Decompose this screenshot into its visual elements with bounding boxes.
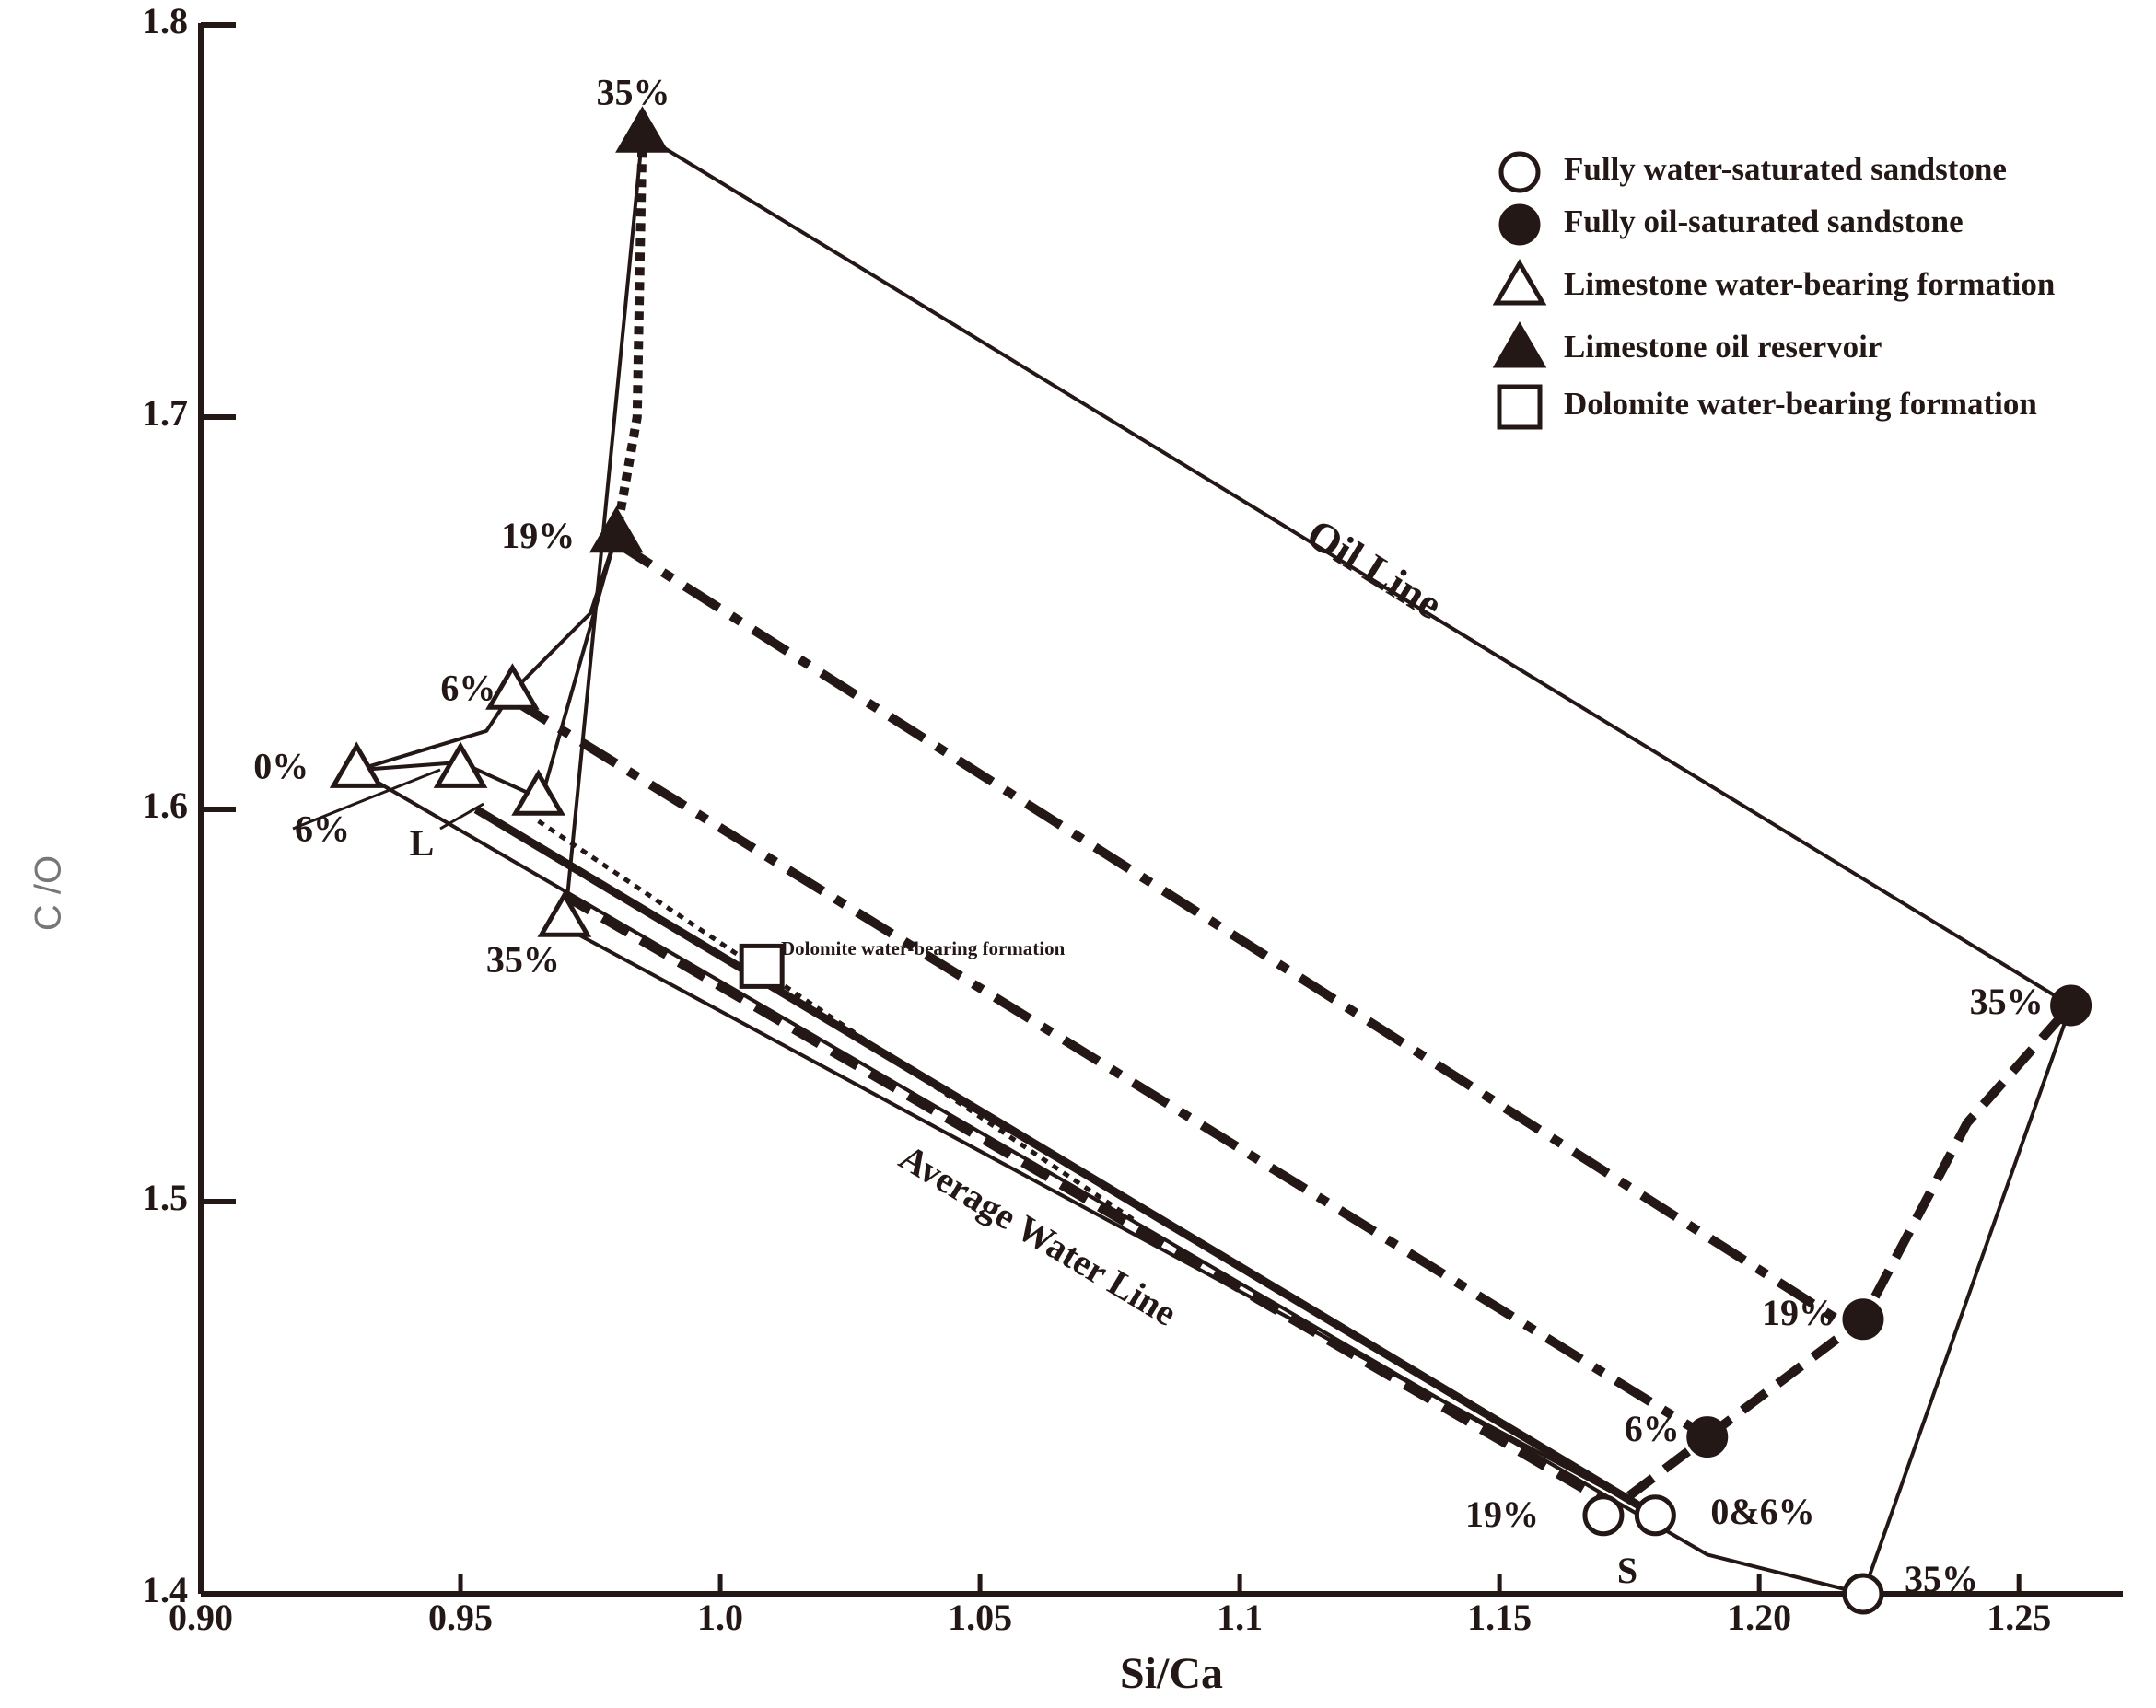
marker <box>1498 151 1541 193</box>
y-tick-label: 1.7 <box>142 392 188 434</box>
y-tick-label: 1.5 <box>142 1177 188 1218</box>
line <box>509 695 1710 1441</box>
point-label: 6% <box>1625 1408 1680 1449</box>
marker <box>1634 1494 1676 1537</box>
marker <box>537 890 592 937</box>
marker <box>1842 1298 1884 1341</box>
point-label: 19% <box>1762 1292 1836 1333</box>
annotation: Oil Line <box>1299 509 1451 628</box>
line <box>562 891 1632 1520</box>
line <box>473 806 1658 1519</box>
x-tick-label: 0.95 <box>428 1597 493 1638</box>
legend-label: Fully oil-saturated sandstone <box>1564 203 1964 239</box>
point-label: 35% <box>1905 1558 1978 1599</box>
arrow <box>439 802 484 831</box>
x-tick-label: 1.20 <box>1727 1597 1791 1638</box>
annotation: L <box>410 822 435 864</box>
point-label: 35% <box>486 938 560 980</box>
y-tick-label: 1.4 <box>142 1569 188 1610</box>
annotation: S <box>1617 1550 1637 1591</box>
line <box>355 534 619 773</box>
marker <box>2050 984 2092 1027</box>
x-tick-label: 0.90 <box>169 1597 233 1638</box>
x-tick-label: 1.05 <box>948 1597 1012 1638</box>
line <box>536 534 619 810</box>
arrow <box>292 768 441 831</box>
line <box>355 768 1864 1596</box>
marker <box>1686 1416 1729 1458</box>
line <box>613 539 1840 1324</box>
point-label: 0&6% <box>1710 1491 1814 1532</box>
x-axis-label: Si/Ca <box>1120 1649 1223 1698</box>
marker <box>329 741 384 788</box>
x-tick-label: 1.15 <box>1467 1597 1532 1638</box>
point-label: 6% <box>295 808 350 850</box>
y-tick-label: 1.8 <box>142 0 188 41</box>
line <box>537 819 1137 1224</box>
legend-label: Limestone oil reservoir <box>1564 329 1882 365</box>
marker <box>1492 259 1547 306</box>
point-label: 6% <box>440 667 495 708</box>
marker <box>739 943 785 989</box>
legend-label: Dolomite water-bearing formation <box>1564 386 2037 422</box>
marker <box>1842 1573 1884 1615</box>
marker <box>511 769 565 816</box>
line <box>1626 1433 1710 1500</box>
marker <box>485 663 540 710</box>
annotation: Dolomite water-bearing formation <box>781 937 1066 959</box>
point-label: 35% <box>1970 981 2044 1022</box>
line <box>563 925 1657 1517</box>
point-label: 0% <box>253 746 309 787</box>
marker <box>1492 321 1547 368</box>
point-label: 19% <box>1465 1493 1539 1535</box>
x-tick-label: 1.0 <box>697 1597 743 1638</box>
marker <box>1498 203 1541 246</box>
marker <box>589 505 644 553</box>
point-label: 35% <box>596 71 670 112</box>
marker <box>1582 1494 1625 1537</box>
point-label: 19% <box>501 515 575 556</box>
legend-label: Limestone water-bearing formation <box>1564 266 2055 302</box>
legend-label: Fully water-saturated sandstone <box>1564 151 2007 187</box>
marker <box>433 741 488 788</box>
y-tick-label: 1.6 <box>142 784 188 826</box>
x-tick-label: 1.25 <box>1987 1597 2051 1638</box>
line <box>612 134 647 536</box>
y-axis-label: C /O <box>29 855 69 931</box>
marker <box>615 106 670 153</box>
x-tick-label: 1.1 <box>1217 1597 1263 1638</box>
line <box>1704 1002 2075 1441</box>
marker <box>1497 384 1543 430</box>
